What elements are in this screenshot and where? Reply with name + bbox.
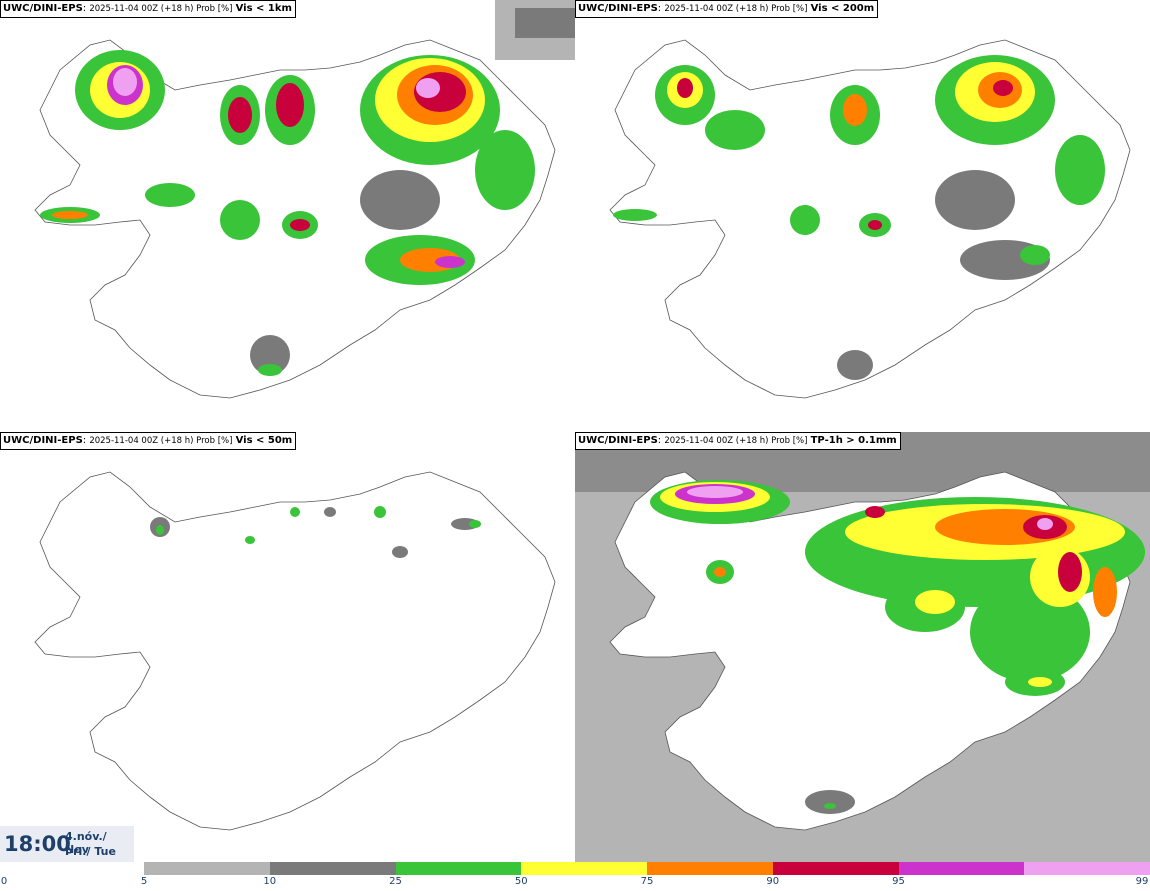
colorbar-tick-label: 10: [263, 876, 277, 887]
colorbar-tick-label: 0: [0, 876, 8, 887]
map-vis-50m: [34, 471, 556, 831]
colorbar-tick-label: 50: [514, 876, 528, 887]
colorbar-tick-label: 75: [640, 876, 654, 887]
colorbar-segment: [395, 862, 522, 875]
colorbar-segment: [772, 862, 899, 875]
run-info: 2025-11-04 00Z (+18 h) Prob [%]: [664, 436, 808, 446]
variable-name: TP-1h > 0.1mm: [810, 435, 897, 446]
panel-title: UWC/DINI-EPS: 2025-11-04 00Z (+18 h) Pro…: [0, 0, 296, 18]
map-panel-tp-1h: UWC/DINI-EPS: 2025-11-04 00Z (+18 h) Pro…: [575, 432, 1150, 862]
variable-name: Vis < 200m: [810, 3, 875, 14]
colorbar-tick-label: 99: [1135, 876, 1149, 887]
valid-date-line1: 4.nóv./ Nov: [65, 830, 107, 856]
colorbar-tick-label: 95: [892, 876, 905, 887]
map-vis-1km: [34, 0, 575, 399]
map-panel-vis-1km: UWC/DINI-EPS: 2025-11-04 00Z (+18 h) Pro…: [0, 0, 575, 430]
colorbar-segment: [898, 862, 1025, 875]
vis-50m-probability-areas: [150, 506, 481, 558]
colorbar-segment: [144, 862, 271, 875]
valid-time-clock: 18:00: [4, 832, 71, 856]
map-panel-vis-200m: UWC/DINI-EPS: 2025-11-04 00Z (+18 h) Pro…: [575, 0, 1150, 430]
run-info: 2025-11-04 00Z (+18 h) Prob [%]: [89, 436, 233, 446]
probability-colorbar: 0 5 10 25 50 75 90 95 99: [0, 862, 1150, 891]
run-info: 2025-11-04 00Z (+18 h) Prob [%]: [664, 4, 808, 14]
colorbar-segment: [1024, 862, 1150, 875]
run-info: 2025-11-04 00Z (+18 h) Prob [%]: [89, 4, 233, 14]
model-name: UWC/DINI-EPS: [578, 435, 658, 446]
model-name: UWC/DINI-EPS: [3, 435, 83, 446]
vis-200m-probability-areas: [613, 55, 1105, 380]
colorbar-segment: [647, 862, 774, 875]
vis-1km-probability-areas: [40, 50, 535, 376]
colorbar-tick-label: 90: [766, 876, 780, 887]
valid-time-box: 18:00 4.nóv./ Nov Þri./ Tue: [0, 826, 134, 862]
colorbar-tick-label: 5: [140, 876, 148, 887]
panel-title: UWC/DINI-EPS: 2025-11-04 00Z (+18 h) Pro…: [575, 432, 901, 450]
colorbar-tick-label: 25: [389, 876, 402, 887]
model-name: UWC/DINI-EPS: [578, 3, 658, 14]
valid-date-line2: Þri./ Tue: [65, 845, 116, 858]
colorbar-segment: [269, 862, 396, 875]
map-panel-vis-50m: UWC/DINI-EPS: 2025-11-04 00Z (+18 h) Pro…: [0, 432, 575, 862]
tp-1h-probability-areas: [650, 480, 1145, 814]
model-name: UWC/DINI-EPS: [3, 3, 83, 14]
map-tp-1h: [575, 432, 1150, 862]
colorbar-segment: [521, 862, 648, 875]
variable-name: Vis < 50m: [235, 435, 293, 446]
panel-title: UWC/DINI-EPS: 2025-11-04 00Z (+18 h) Pro…: [575, 0, 879, 18]
map-vis-200m: [609, 39, 1131, 399]
variable-name: Vis < 1km: [235, 3, 292, 14]
panel-title: UWC/DINI-EPS: 2025-11-04 00Z (+18 h) Pro…: [0, 432, 297, 450]
